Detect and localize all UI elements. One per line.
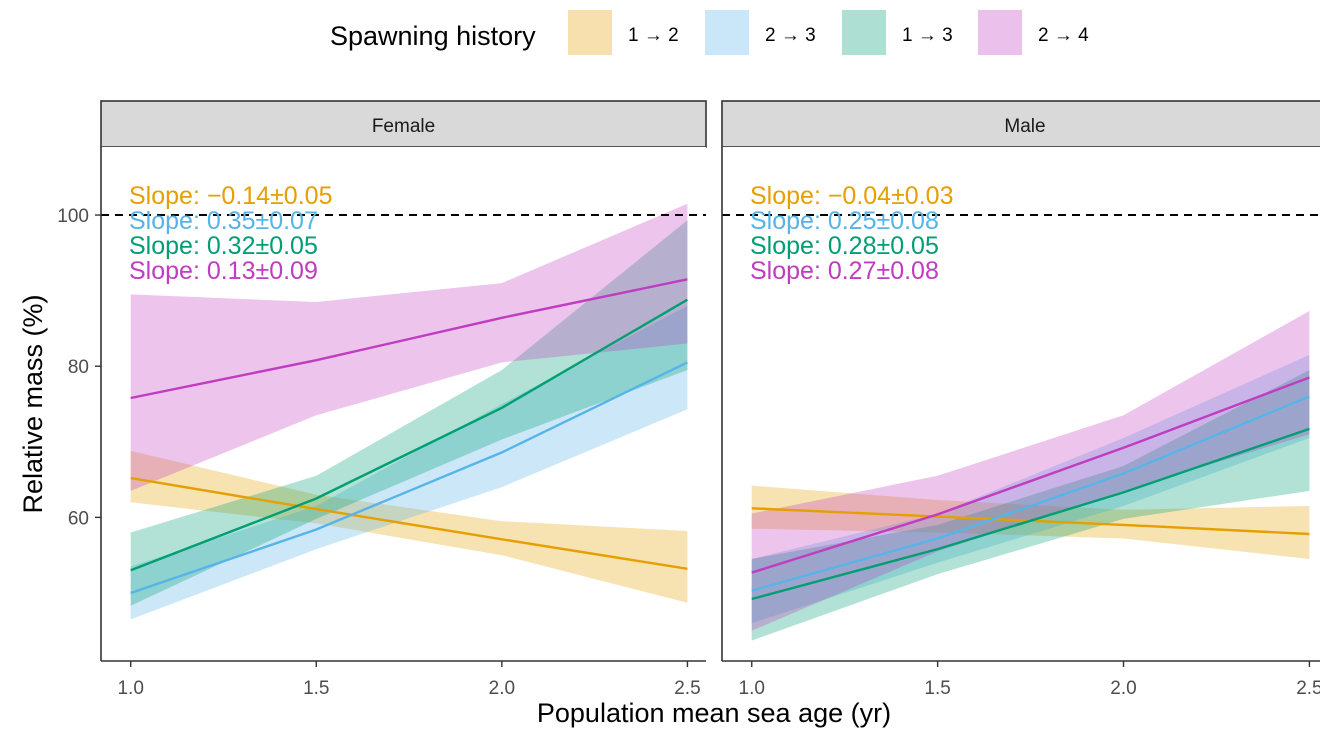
slope-annotation-2-3: Slope: 0.35±0.07 [129,207,318,235]
slope-annotation-1-3: Slope: 0.32±0.05 [129,232,318,260]
plot-data [751,311,1310,641]
confidence-band-2-3 [751,354,1310,624]
plot-background [101,147,706,661]
x-tick-label: 1.0 [117,678,143,699]
facet-strip [721,100,1320,148]
y-tick-label: 100 [57,206,89,227]
legend-key-2-3 [705,10,749,55]
x-tick-label: 1.0 [739,678,765,699]
x-tick-label: 1.5 [924,678,950,699]
facet-strip [100,100,707,148]
x-axis-label: Population mean sea age (yr) [537,698,891,728]
x-tick-label: 2.0 [489,678,515,699]
legend-label-2-3: 2 → 3 [765,25,816,46]
plot-data [130,203,689,620]
legend: Spawning history 1 → 2 2 → 3 1 → 3 2 → 4 [330,10,1089,55]
x-tick-label: 1.5 [303,678,329,699]
slope-annotation-2-4: Slope: 0.27±0.08 [750,257,939,285]
legend-key-1-3 [842,10,886,55]
trend-line-2-4 [751,376,1310,574]
slope-annotation-2-4: Slope: 0.13±0.09 [129,257,318,285]
confidence-band-2-3 [130,305,688,620]
legend-key-2-4 [978,10,1022,55]
facet-strip-label: Male [1004,116,1045,137]
slope-annotation-1-2: Slope: −0.14±0.05 [129,182,332,210]
legend-title: Spawning history [330,21,536,51]
confidence-band-1-2 [751,485,1310,559]
trend-line-2-3 [130,361,688,595]
trend-line-1-3 [130,298,689,572]
trend-line-1-2 [130,476,688,570]
plot-background [722,147,1320,661]
slope-annotation-1-3: Slope: 0.28±0.05 [750,232,939,260]
legend-label-2-4: 2 → 4 [1038,25,1089,46]
y-tick-label: 80 [68,357,89,378]
trend-line-1-3 [751,427,1310,601]
confidence-band-2-4 [130,203,688,491]
slope-annotation-1-2: Slope: −0.04±0.03 [750,182,953,210]
trend-line-2-4 [130,278,688,400]
x-tick-label: 2.5 [1296,678,1320,699]
y-tick-label: 60 [68,508,89,529]
legend-label-1-3: 1 → 3 [902,25,953,46]
legend-key-1-2 [568,10,612,55]
legend-label-1-2: 1 → 2 [628,25,679,46]
facet-strip-label: Female [372,116,435,137]
confidence-band-1-3 [130,220,688,606]
y-axis-label: Relative mass (%) [18,294,48,513]
slope-annotation-2-3: Slope: 0.25±0.08 [750,207,939,235]
trend-line-2-3 [751,395,1310,592]
x-tick-label: 2.5 [674,678,700,699]
x-tick-label: 2.0 [1110,678,1136,699]
confidence-band-1-2 [130,450,688,603]
